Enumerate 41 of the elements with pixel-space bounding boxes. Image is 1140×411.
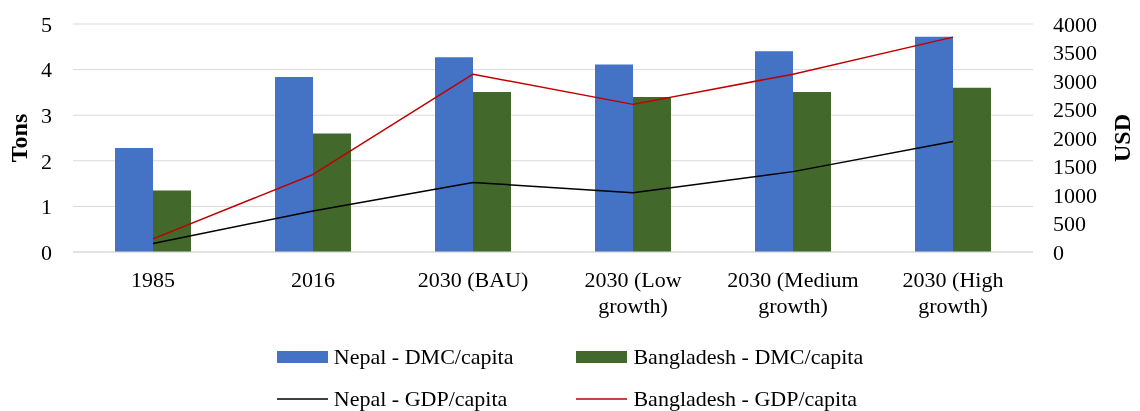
bar [435, 57, 473, 252]
x-tick-label: 1985 [131, 266, 175, 292]
legend-label: Bangladesh - DMC/capita [633, 344, 864, 369]
y2-tick-label: 2000 [1053, 125, 1097, 151]
y-tick-label: 0 [41, 239, 52, 265]
bar [275, 76, 313, 252]
legend-label: Nepal - DMC/capita [333, 344, 514, 369]
y2-tick-label: 4000 [1053, 11, 1097, 37]
bar [755, 51, 793, 252]
y2-tick-label: 1000 [1053, 182, 1097, 208]
bar [313, 133, 351, 252]
y2-tick-label: 3500 [1053, 40, 1097, 66]
x-tick-label: 2030 (Medium growth) [727, 266, 859, 319]
bar [793, 91, 831, 252]
bar [115, 148, 153, 252]
x-tick-label: 2016 [291, 266, 335, 292]
bar [915, 36, 953, 252]
legend-label: Nepal - GDP/capita [333, 386, 508, 411]
y2-tick-label: 1500 [1053, 154, 1097, 180]
y2-tick-label: 2500 [1053, 97, 1097, 123]
x-tick-label: 2030 (BAU) [417, 266, 529, 292]
y2-tick-label: 3000 [1053, 68, 1097, 94]
y2-tick-label: 0 [1053, 239, 1064, 265]
bar [953, 87, 991, 252]
y-axis-title: Tons [6, 113, 32, 163]
y2-tick-label: 500 [1053, 211, 1086, 237]
bar [473, 91, 511, 252]
y-tick-label: 4 [41, 57, 52, 83]
line-series [152, 36, 954, 240]
y-tick-label: 5 [41, 11, 52, 37]
legend-label: Bangladesh - GDP/capita [633, 386, 858, 411]
y-tick-label: 1 [41, 194, 52, 220]
x-tick-label: 2030 (Low growth) [584, 266, 682, 319]
x-tick-label: 2030 (High growth) [902, 266, 1004, 319]
bar [633, 96, 671, 252]
bar [153, 190, 191, 252]
bar [595, 64, 633, 252]
y-tick-label: 3 [41, 103, 52, 129]
y2-axis-title: USD [1109, 113, 1135, 163]
line-series [152, 140, 954, 245]
y-tick-label: 2 [41, 148, 52, 174]
